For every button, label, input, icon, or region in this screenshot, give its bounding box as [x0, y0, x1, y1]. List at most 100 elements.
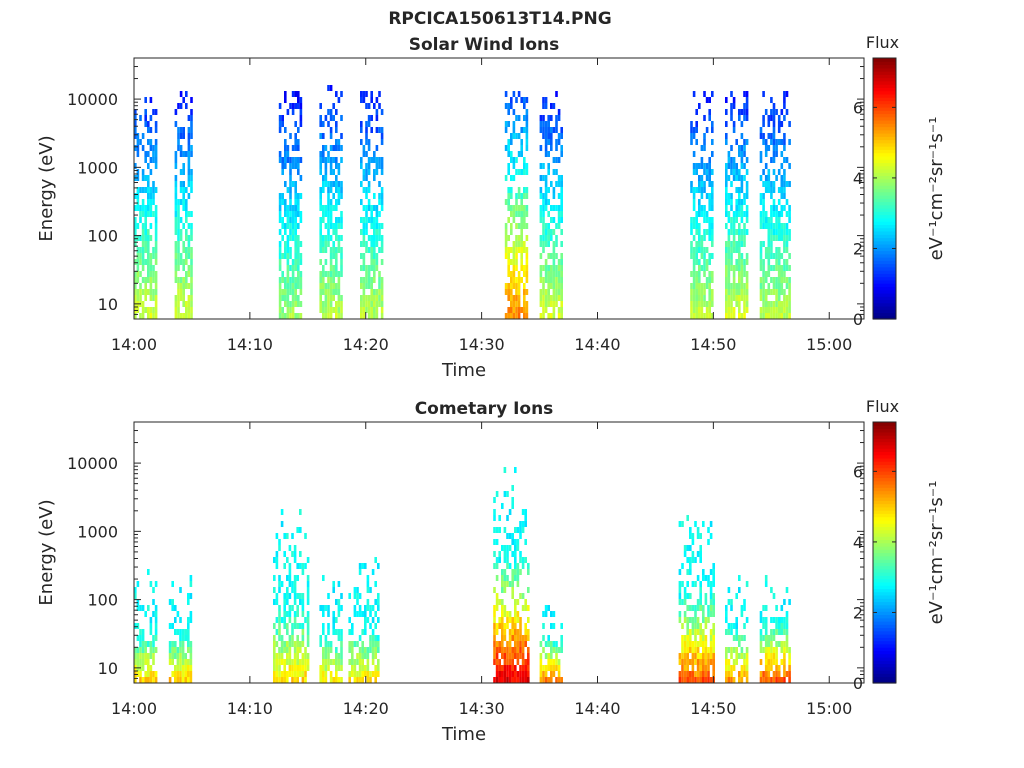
data-cell: [732, 295, 736, 301]
data-cell: [516, 617, 520, 623]
data-cell: [689, 677, 692, 683]
data-cell: [273, 575, 276, 581]
data-cell: [375, 115, 379, 121]
data-cell: [367, 139, 371, 145]
data-cell: [141, 229, 145, 235]
data-cell: [516, 659, 520, 665]
data-cell: [743, 653, 746, 659]
data-cell: [182, 283, 185, 289]
data-cell: [185, 235, 188, 241]
data-cell: [560, 647, 563, 653]
data-cell: [707, 611, 710, 617]
colorbar-segment: [873, 598, 896, 603]
data-cell: [322, 629, 325, 635]
data-cell: [294, 193, 297, 199]
data-cell: [136, 623, 140, 629]
data-cell: [322, 241, 325, 247]
data-cell: [520, 205, 523, 211]
data-cell: [136, 265, 140, 271]
data-cell: [512, 217, 516, 223]
data-cell: [745, 103, 749, 109]
data-cell: [190, 151, 193, 157]
data-cell: [770, 205, 773, 211]
data-cell: [362, 217, 366, 223]
data-cell: [288, 635, 292, 641]
data-cell: [743, 115, 746, 121]
data-cell: [141, 259, 145, 265]
data-cell: [284, 247, 287, 253]
colorbar-segment: [873, 230, 896, 235]
data-cell: [329, 641, 333, 647]
data-cell: [775, 301, 778, 307]
data-cell: [712, 641, 715, 647]
data-cell: [690, 217, 693, 223]
data-cell: [187, 629, 190, 635]
data-cell: [507, 217, 510, 223]
data-cell: [374, 557, 377, 563]
data-cell: [699, 623, 702, 629]
data-cell: [362, 169, 366, 175]
data-cell: [498, 527, 501, 533]
data-cell: [527, 569, 530, 575]
data-cell: [283, 665, 286, 671]
data-cell: [182, 127, 185, 133]
data-cell: [780, 175, 784, 181]
data-cell: [319, 235, 322, 241]
data-cell: [306, 665, 310, 671]
data-cell: [356, 611, 359, 617]
colorbar-tick-label: 2: [853, 239, 863, 258]
data-cell: [552, 295, 556, 301]
data-cell: [738, 295, 741, 301]
data-cell: [510, 97, 513, 103]
data-cell: [503, 491, 507, 497]
data-cell: [696, 665, 700, 671]
data-cell: [340, 217, 343, 223]
data-cell: [689, 593, 692, 599]
data-cell: [294, 163, 297, 169]
data-cell: [154, 151, 158, 157]
data-cell: [141, 289, 145, 295]
data-cell: [711, 121, 714, 127]
data-cell: [511, 635, 514, 641]
colorbar-segment: [873, 428, 896, 433]
colorbar-segment: [873, 572, 896, 576]
data-cell: [740, 217, 744, 223]
data-cell: [512, 157, 516, 163]
data-cell: [144, 175, 147, 181]
data-cell: [777, 187, 781, 193]
data-cell: [557, 283, 561, 289]
data-cell: [306, 557, 310, 563]
data-cell: [783, 193, 786, 199]
data-cell: [147, 569, 150, 575]
data-cell: [187, 641, 190, 647]
data-cell: [286, 647, 289, 653]
data-cell: [286, 283, 290, 289]
data-cell: [297, 247, 300, 253]
data-cell: [286, 629, 289, 635]
data-cell: [501, 641, 504, 647]
data-cell: [294, 199, 297, 205]
data-cell: [283, 659, 286, 665]
data-cell: [730, 677, 733, 683]
data-cell: [694, 677, 697, 683]
data-cell: [176, 611, 180, 617]
data-cell: [322, 247, 325, 253]
data-cell: [775, 677, 778, 683]
data-cell: [294, 187, 297, 193]
data-cell: [319, 271, 322, 277]
data-cell: [512, 127, 516, 133]
data-cell: [730, 647, 733, 653]
data-cell: [712, 581, 715, 587]
data-cell: [136, 259, 140, 265]
data-cell: [525, 289, 529, 295]
data-cell: [695, 295, 698, 301]
data-cell: [704, 647, 708, 653]
data-cell: [174, 295, 178, 301]
data-cell: [777, 121, 781, 127]
data-cell: [520, 139, 523, 145]
data-cell: [327, 623, 330, 629]
data-cell: [703, 205, 706, 211]
data-cell: [174, 665, 177, 671]
data-cell: [365, 169, 368, 175]
data-cell: [700, 205, 704, 211]
